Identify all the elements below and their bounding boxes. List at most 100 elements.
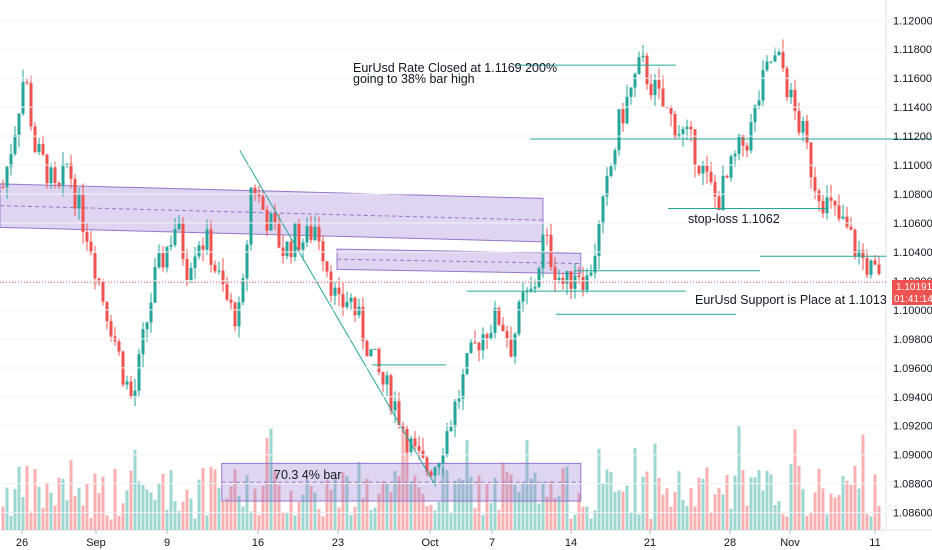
- volume-bar: [305, 479, 309, 530]
- volume-bar: [501, 462, 505, 530]
- candle-body: [249, 187, 253, 245]
- candle-body: [693, 129, 697, 166]
- candle-body: [161, 253, 165, 268]
- volume-bar: [361, 498, 365, 530]
- volume-bar: [425, 506, 429, 530]
- volume-bar: [497, 510, 501, 530]
- volume-bar: [81, 505, 85, 530]
- volume-bar: [269, 428, 273, 530]
- candle-body: [85, 231, 89, 242]
- volume-bar: [201, 467, 205, 530]
- candle-body: [649, 84, 653, 96]
- candle-body: [401, 424, 405, 429]
- volume-bar: [21, 496, 25, 530]
- candle-body: [569, 271, 573, 289]
- candle-body: [585, 275, 589, 291]
- volume-bar: [197, 479, 201, 530]
- candle-body: [437, 463, 441, 468]
- volume-bar: [757, 470, 761, 530]
- candle-body: [801, 121, 805, 133]
- candle-body: [593, 256, 597, 273]
- candle-body: [833, 200, 837, 206]
- countdown-bg: [892, 293, 932, 305]
- volume-bar: [225, 498, 229, 530]
- volume-bar: [469, 476, 473, 530]
- candle-body: [785, 68, 789, 98]
- volume-bar: [821, 488, 825, 530]
- volume-bar: [141, 485, 145, 530]
- volume-bar: [581, 506, 585, 530]
- candle-body: [645, 55, 649, 85]
- candle-body: [621, 109, 625, 124]
- volume-bar: [41, 507, 45, 530]
- volume-bar: [697, 477, 701, 530]
- annotation-percent-bar: 70.3 4% bar: [274, 468, 341, 482]
- volume-bar: [453, 480, 457, 530]
- volume-bar: [437, 501, 441, 530]
- candle-body: [613, 150, 617, 167]
- volume-bar: [565, 466, 569, 530]
- volume-bar: [585, 506, 589, 530]
- volume-bar: [677, 471, 681, 530]
- x-tick-label: Sep: [86, 537, 106, 549]
- candle-body: [845, 216, 849, 227]
- candle-body: [777, 52, 781, 56]
- volume-bar: [853, 465, 857, 530]
- volume-bar: [409, 481, 413, 530]
- candle-body: [333, 287, 337, 296]
- y-tick-label: 1.11000: [893, 160, 932, 172]
- volume-bar: [373, 507, 377, 530]
- volume-bar: [741, 469, 745, 530]
- volume-bar: [745, 505, 749, 530]
- candle-body: [809, 142, 813, 178]
- volume-bar: [129, 470, 133, 530]
- candle-body: [445, 431, 449, 456]
- candle-body: [141, 329, 145, 355]
- candle-body: [353, 297, 357, 316]
- candle-body: [209, 229, 213, 265]
- volume-bar: [617, 490, 621, 530]
- volume-bar: [117, 515, 121, 530]
- volume-bar: [873, 474, 877, 530]
- time-axis: 26 Sep 9 16 23 Oct 7 14 21 28 Nov 11: [16, 530, 881, 549]
- candle-body: [133, 390, 137, 398]
- y-tick-label: 1.09000: [893, 450, 932, 462]
- volume-bar: [869, 516, 873, 530]
- candle-body: [729, 156, 733, 178]
- candle-body: [709, 171, 713, 182]
- candle-body: [137, 354, 141, 391]
- volume-bar: [861, 434, 865, 530]
- volume-bar: [525, 439, 529, 530]
- volume-bar: [717, 487, 721, 530]
- candle-body: [529, 288, 533, 291]
- candle-body: [5, 166, 9, 188]
- candle-body: [433, 467, 437, 476]
- volume-bar: [685, 506, 689, 530]
- volume-bar: [389, 492, 393, 530]
- volume-bar: [413, 475, 417, 530]
- price-axis: 1.12000 1.11800 1.11600 1.11400 1.11200 1.110…: [0, 15, 932, 520]
- candle-body: [301, 242, 305, 250]
- candle-body: [597, 223, 601, 257]
- candle-body: [793, 89, 797, 112]
- y-tick-label: 1.09200: [893, 421, 932, 433]
- candle-body: [409, 438, 413, 452]
- candle-body: [101, 282, 105, 302]
- last-price-label: 1.10191 01:41:14: [892, 280, 932, 305]
- candle-body: [297, 223, 301, 250]
- candle-body: [341, 294, 345, 308]
- volume-bar: [249, 511, 253, 530]
- volume-bar: [101, 476, 105, 530]
- candle-body: [181, 222, 185, 259]
- candle-body: [57, 182, 61, 186]
- candle-body: [857, 250, 861, 257]
- volume-bar: [833, 497, 837, 530]
- candle-body: [549, 234, 553, 268]
- y-tick-label: 1.10800: [893, 189, 932, 201]
- volume-bar: [441, 467, 445, 530]
- candle-body: [769, 61, 773, 63]
- volume-bar: [17, 466, 21, 530]
- candle-body: [717, 196, 721, 211]
- volume-bar: [185, 489, 189, 530]
